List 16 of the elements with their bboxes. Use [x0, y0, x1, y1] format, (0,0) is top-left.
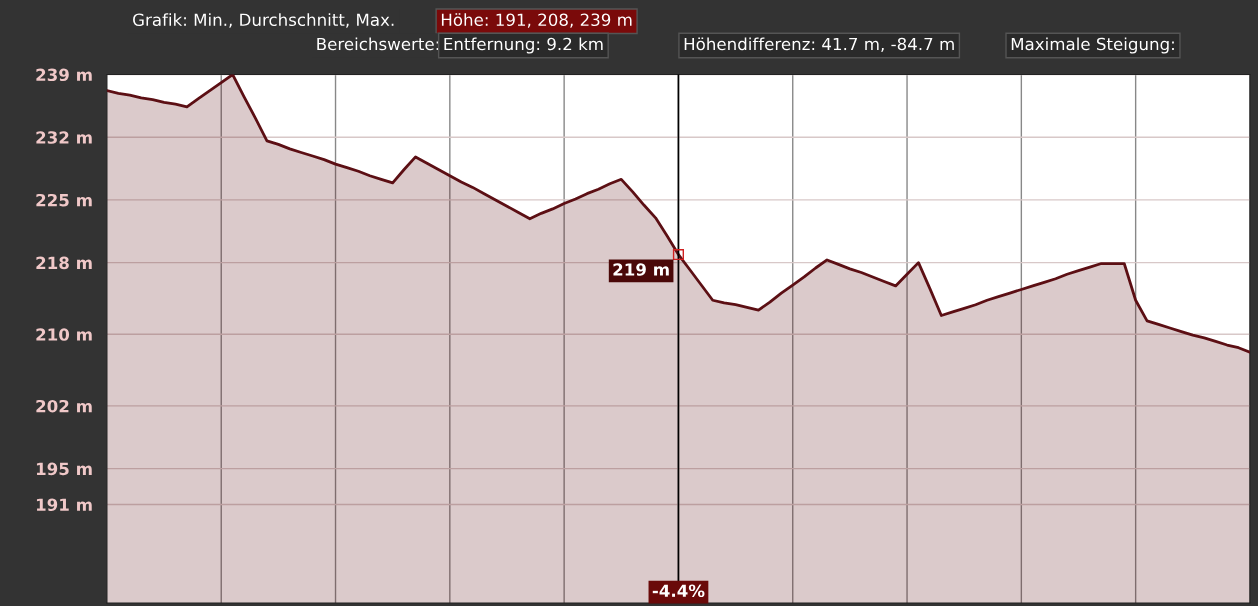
y-tick-label: 232 m [36, 131, 92, 144]
y-tick-label: 191 m [36, 498, 92, 512]
y-tick-label: 225 m [36, 193, 92, 207]
y-tick-label: 210 m [36, 328, 92, 341]
annotation: -4.4% [652, 584, 705, 598]
text: Entfernung: 9.2 km [444, 37, 603, 54]
text: Bereichswerte: [317, 37, 439, 51]
y-tick-label: 239 m [36, 68, 92, 82]
text: Höhendifferenz: 41.7 m, -84.7 m [684, 37, 954, 52]
text: Höhe: 191, 208, 239 m [441, 13, 632, 28]
y-tick-label: 218 m [36, 256, 92, 270]
text: Maximale Steigung: [1011, 37, 1174, 54]
y-tick-label: 195 m [36, 462, 92, 476]
annotation: 219 m [613, 263, 669, 276]
text: Grafik: Min., Durchschnitt, Max. [133, 13, 394, 28]
y-tick-label: 202 m [36, 399, 92, 413]
